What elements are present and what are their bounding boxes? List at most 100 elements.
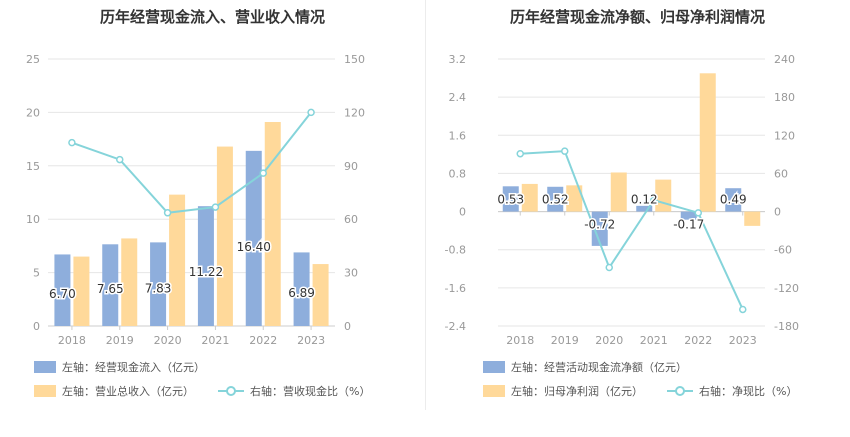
x-tick-label: 2019 — [106, 334, 134, 347]
line-point — [116, 155, 124, 164]
y-tick-label-left: 20 — [26, 106, 40, 119]
line-point — [211, 203, 220, 211]
x-tick-label: 2022 — [684, 334, 712, 347]
legend-item[interactable]: 右轴：营收现金比（%） — [218, 383, 370, 399]
chart-canvas: 0 0 5 30 10 60 15 90 20 120 25 150 2018 2019 2020 2021 2… — [26, 53, 365, 347]
bar-series-2 — [699, 73, 716, 212]
bar-series-2 — [121, 238, 138, 326]
data-label: 7.83 — [145, 281, 172, 295]
y-tick-label-right: 240 — [774, 53, 795, 66]
bar-series-1 — [591, 211, 608, 246]
bar-series-2 — [169, 194, 186, 326]
y-tick-label-left: 2.4 — [449, 91, 467, 104]
bar-series-1 — [680, 211, 697, 220]
legend-label: 右轴：净现比（%） — [699, 385, 798, 398]
y-tick-label-left: 10 — [26, 213, 40, 226]
data-label: 0.53 — [497, 193, 524, 207]
line-series-3 — [71, 111, 312, 214]
bar-series-1 — [547, 186, 564, 212]
bar-series-2 — [566, 185, 583, 212]
y-tick-label-left: 0 — [459, 206, 466, 219]
x-tick-label: 2020 — [595, 334, 623, 347]
line-point — [307, 108, 315, 117]
bar-series-1 — [502, 186, 519, 212]
y-tick-label-right: 60 — [774, 167, 788, 180]
y-tick-label-left: -0.8 — [445, 244, 466, 257]
y-tick-label-left: 3.2 — [449, 53, 467, 66]
chart-title: 历年经营现金流入、营业收入情况 — [99, 8, 325, 26]
bar-series-2 — [521, 183, 538, 212]
y-tick-label-right: 90 — [344, 160, 358, 173]
line-point — [163, 209, 172, 217]
x-tick-label: 2019 — [551, 334, 579, 347]
data-label: -0.17 — [673, 218, 704, 232]
y-tick-label-right: 120 — [774, 129, 795, 142]
y-tick-label-left: 0.8 — [449, 167, 467, 180]
x-tick-label: 2022 — [249, 334, 277, 347]
bar-series-2 — [216, 146, 233, 326]
legend-label: 右轴：营收现金比（%） — [250, 385, 371, 398]
bar-series-1 — [245, 150, 262, 326]
y-tick-label-left: 25 — [26, 53, 40, 66]
bar-series-2 — [312, 264, 329, 326]
y-tick-label-left: 15 — [26, 160, 40, 173]
legend-swatch-orange — [34, 385, 56, 397]
bar-series-1 — [197, 206, 214, 326]
y-tick-label-right: 0 — [774, 206, 781, 219]
legend-label: 左轴：经营活动现金流净额（亿元） — [511, 361, 687, 374]
y-tick-label-left: -2.4 — [445, 320, 466, 333]
bar-series-2 — [655, 179, 672, 212]
legend-item[interactable]: 左轴：经营现金流入（亿元） — [34, 359, 205, 375]
legend-item[interactable]: 左轴：营业总收入（亿元） — [34, 383, 194, 399]
bar-series-1 — [150, 242, 167, 326]
bar-series-2 — [264, 122, 281, 327]
bar-series-2 — [73, 256, 90, 326]
line-point — [694, 209, 702, 217]
legend-item[interactable]: 左轴：归母净利润（亿元） — [483, 383, 643, 399]
legend-swatch-orange — [483, 385, 505, 397]
y-tick-label-right: 180 — [774, 91, 795, 104]
y-tick-label-left: 0 — [33, 320, 40, 333]
y-tick-label-right: 30 — [344, 267, 358, 280]
y-tick-label-right: 60 — [344, 213, 358, 226]
chart-panel-cashflow-revenue: 历年经营现金流入、营业收入情况 0 0 5 30 10 60 15 90 20 120 25 150 2… — [26, 8, 370, 399]
x-tick-label: 2023 — [729, 334, 757, 347]
legend-swatch-line — [218, 386, 244, 396]
data-label: 7.65 — [97, 282, 124, 296]
bar-series-1 — [54, 254, 71, 326]
legend-item[interactable]: 左轴：经营活动现金流净额（亿元） — [483, 359, 687, 375]
legend-swatch-line — [667, 386, 693, 396]
bar-series-1 — [725, 188, 742, 212]
x-tick-label: 2021 — [201, 334, 229, 347]
data-label: 11.22 — [189, 265, 223, 279]
y-tick-label-right: -60 — [774, 244, 792, 257]
y-tick-label-left: -1.6 — [445, 282, 466, 295]
legend-label: 左轴：营业总收入（亿元） — [62, 385, 194, 398]
x-tick-label: 2020 — [154, 334, 182, 347]
legend-swatch-blue — [34, 361, 56, 373]
data-label: 6.89 — [288, 286, 315, 300]
line-series-3 — [520, 150, 744, 310]
chart-panel-netcash-profit: 历年经营现金流净额、归母净利润情况 -2.4 -180 -1.6 -120 -0.8 -6… — [425, 0, 850, 437]
bar-series-1 — [636, 205, 653, 212]
chart-title: 历年经营现金流净额、归母净利润情况 — [509, 8, 765, 26]
x-tick-label: 2018 — [506, 334, 534, 347]
chart-canvas: -2.4 -180 -1.6 -120 -0.8 -60 0 0 0.8 60 1.6 120 2.4 1… — [445, 53, 799, 347]
x-tick-label: 2018 — [58, 334, 86, 347]
bar-series-1 — [102, 244, 119, 326]
line-point — [739, 305, 747, 314]
legend-label: 左轴：归母净利润（亿元） — [511, 385, 643, 398]
data-label: 0.52 — [542, 193, 569, 207]
legend-item[interactable]: 右轴：净现比（%） — [667, 383, 797, 399]
legend-label: 左轴：经营现金流入（亿元） — [62, 361, 205, 374]
bar-series-2 — [744, 211, 761, 226]
y-tick-label-right: 150 — [344, 53, 365, 66]
line-point — [259, 169, 267, 177]
line-point — [68, 138, 76, 147]
bar-series-2 — [610, 172, 627, 212]
y-tick-label-left: 1.6 — [449, 129, 467, 142]
legend-swatch-blue — [483, 361, 505, 373]
y-tick-label-right: -180 — [774, 320, 799, 333]
line-point — [516, 149, 524, 158]
line-point — [561, 147, 569, 155]
